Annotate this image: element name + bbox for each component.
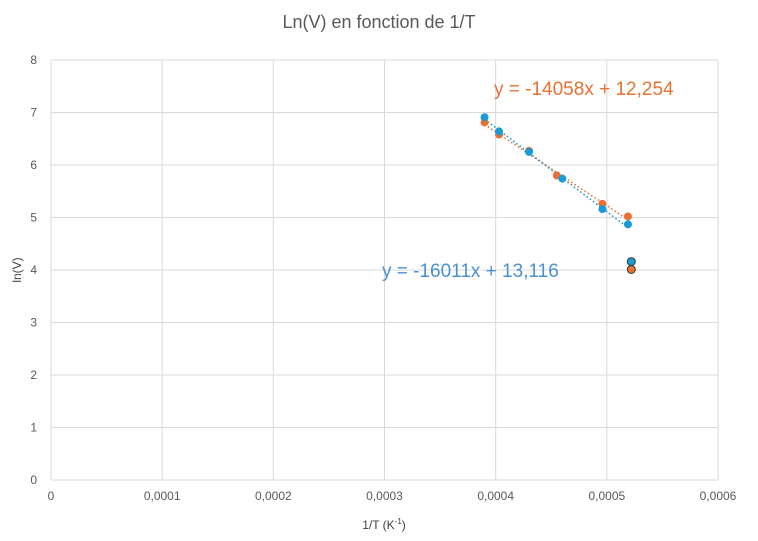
data-point-series-1 [495,127,504,136]
x-tick-labels: 0 0,0001 0,0002 0,0003 0,0004 0,0005 0,0006 [48,489,737,503]
data-point-series-0 [626,264,636,274]
trendline-series-0 [484,123,629,221]
x-tick-label: 0,0006 [700,489,737,503]
x-tick-label: 0,0003 [366,489,403,503]
x-tick-label: 0,0004 [477,489,514,503]
y-tick-labels: 0 1 2 3 4 5 6 7 8 [30,53,37,487]
trendlines [484,118,629,229]
equation-orange: y = -14058x + 12,254 [494,79,674,100]
y-tick-label: 2 [30,368,37,382]
data-points [480,113,636,274]
x-axis-label-main: 1/T (K [362,518,394,532]
x-tick-label: 0,0002 [255,489,292,503]
data-point-series-1 [525,147,534,156]
data-point-series-1 [480,113,489,122]
y-axis-label: ln(V) [10,257,24,282]
x-axis-label-end: ) [402,518,406,532]
y-tick-label: 0 [30,473,37,487]
grid [50,59,719,481]
x-tick-label: 0,0005 [588,489,625,503]
equation-blue: y = -16011x + 13,116 [382,261,559,282]
x-tick-label: 0,0001 [144,489,181,503]
data-point-series-1 [623,220,632,229]
x-axis-label-superscript: -1 [395,517,403,526]
y-tick-label: 4 [30,263,37,277]
data-point-series-1 [558,174,567,183]
data-point-series-1 [598,205,607,214]
data-point-series-0 [623,212,632,221]
y-tick-label: 1 [30,421,37,435]
y-tick-label: 3 [30,316,37,330]
y-tick-label: 8 [30,53,37,67]
y-tick-label: 5 [30,211,37,225]
chart-title: Ln(V) en fonction de 1/T [282,12,475,32]
y-tick-label: 7 [30,106,37,120]
x-tick-label: 0 [48,489,55,503]
y-tick-label: 6 [30,158,37,172]
x-axis-label: 1/T (K-1) [362,517,406,532]
data-point-series-1 [626,257,636,267]
